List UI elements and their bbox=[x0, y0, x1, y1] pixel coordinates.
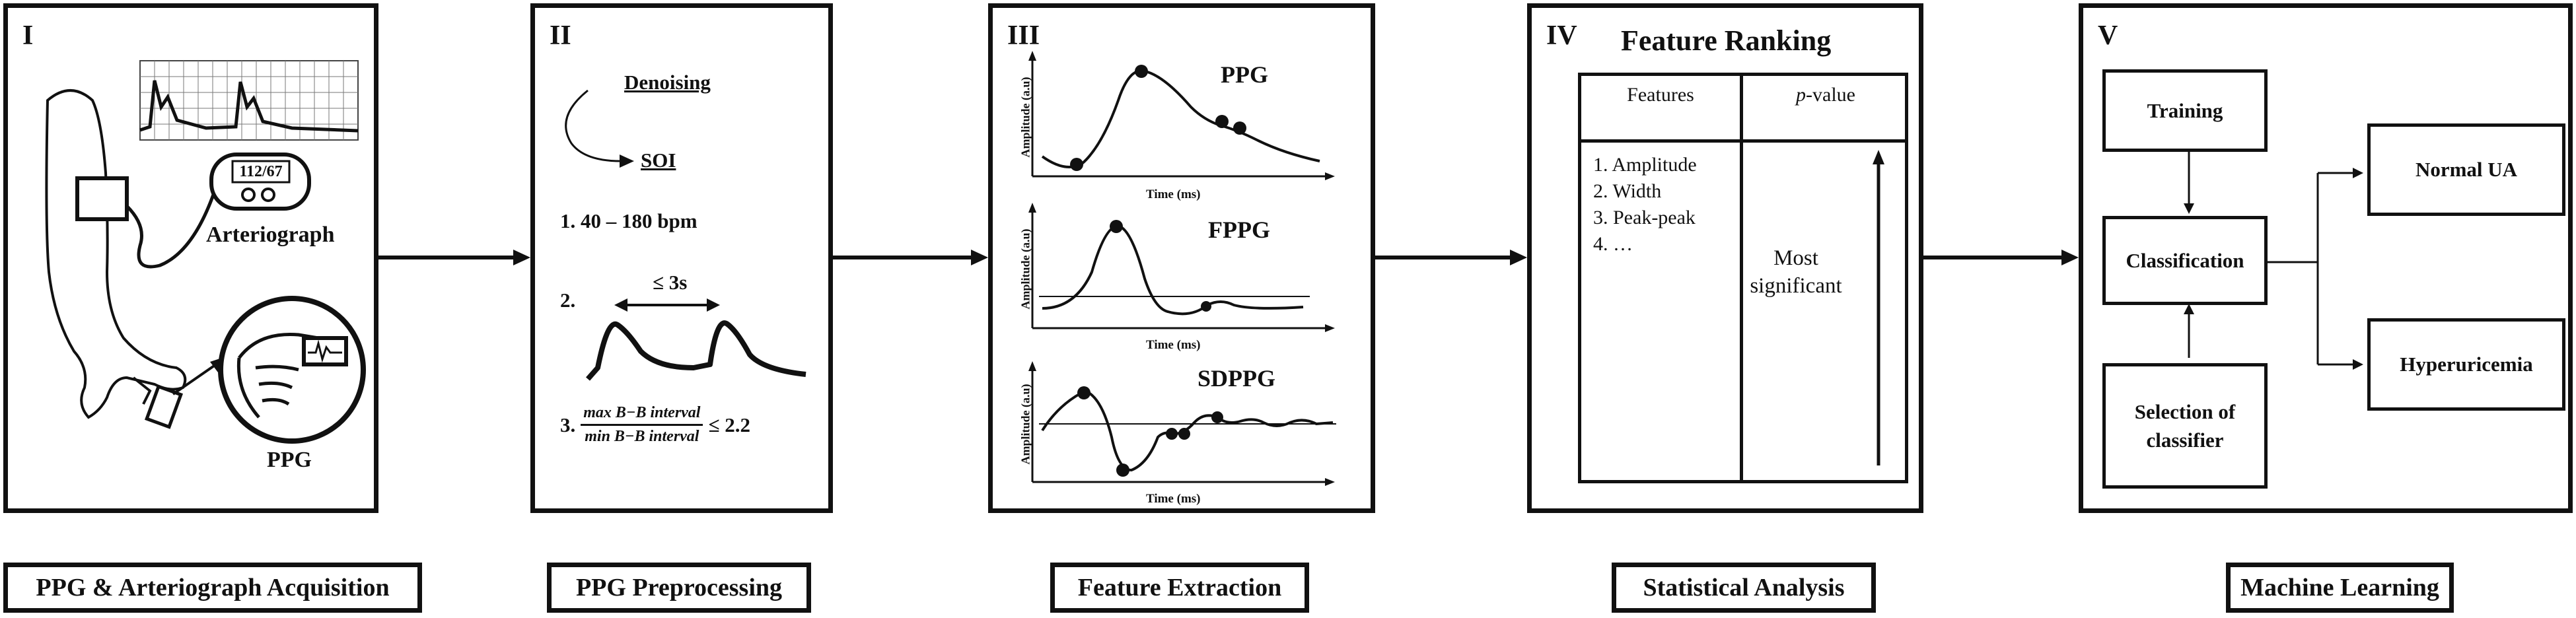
fppg-xlabel: Time (ms) bbox=[1146, 338, 1201, 352]
flow-arrow-3 bbox=[1375, 250, 1527, 265]
criterion-window-label: ≤ 3s bbox=[653, 271, 688, 294]
features-header: Features bbox=[1627, 84, 1694, 106]
training-box: Training bbox=[2102, 69, 2268, 152]
ppg-curve bbox=[1041, 69, 1320, 168]
ppg-sensor-label: PPG bbox=[267, 448, 312, 472]
fppg-point bbox=[1201, 301, 1211, 312]
panel-acquisition: I bbox=[3, 3, 378, 513]
fppg-ylabel: Amplitude (a.u) bbox=[1019, 228, 1032, 310]
ml-flow-connectors bbox=[2184, 150, 2363, 370]
sdppg-point bbox=[1211, 411, 1223, 423]
table-column-divider bbox=[1740, 76, 1743, 480]
pvalue-italic: p bbox=[1796, 84, 1807, 106]
fppg-plot-title: FPPG bbox=[1208, 217, 1270, 243]
panel-feature-extraction: III bbox=[988, 3, 1375, 513]
normal-ua-box: Normal UA bbox=[2367, 123, 2565, 216]
feature-ranking-title: Feature Ranking bbox=[1621, 24, 1832, 57]
pulse-waveform bbox=[139, 80, 359, 133]
sdppg-point bbox=[1077, 386, 1091, 399]
criterion-3: 3. max B−B interval min B−B interval ≤ 2… bbox=[560, 404, 750, 446]
panel-numeral: I bbox=[22, 20, 34, 51]
significance-arrow bbox=[1873, 150, 1884, 465]
segment-waveform bbox=[586, 320, 806, 381]
flow-arrow-4 bbox=[1923, 250, 2079, 265]
ppg-plot-title: PPG bbox=[1221, 61, 1268, 88]
label-machine-learning: Machine Learning bbox=[2226, 563, 2454, 613]
pvalue-rest: -value bbox=[1806, 84, 1855, 106]
label-preprocessing: PPG Preprocessing bbox=[547, 563, 811, 613]
flow-arrow-2 bbox=[833, 250, 988, 265]
list-item: 2. Width bbox=[1593, 180, 1662, 202]
flow-arrow-1 bbox=[378, 250, 530, 265]
list-item: 1. Amplitude bbox=[1593, 154, 1697, 176]
significance-label: Most significant bbox=[1743, 244, 1849, 300]
arteriograph-label: Arteriograph bbox=[206, 223, 335, 247]
pvalue-header: p-value bbox=[1743, 84, 1908, 106]
panel-preprocessing: II Denoising SOI 1. 40 – 180 bpm 2. ≤ 3s… bbox=[530, 3, 833, 513]
fraction-denominator: min B−B interval bbox=[585, 428, 699, 445]
feature-list: 1. Amplitude 2. Width 3. Peak-peak 4. … bbox=[1593, 152, 1697, 258]
panel-numeral: III bbox=[1007, 20, 1040, 51]
preprocessing-illustration bbox=[565, 89, 806, 381]
sdppg-point bbox=[1178, 428, 1190, 440]
list-item: 3. Peak-peak bbox=[1593, 207, 1696, 228]
panel-numeral: IV bbox=[1546, 20, 1577, 51]
sdppg-plot bbox=[1028, 361, 1336, 486]
feature-plots bbox=[1028, 51, 1336, 486]
ppg-xlabel: Time (ms) bbox=[1146, 188, 1201, 201]
panel-machine-learning: V Training Classification Selection of c… bbox=[2079, 3, 2573, 513]
sdppg-point bbox=[1116, 464, 1129, 477]
fppg-point bbox=[1110, 220, 1123, 233]
significance-line: significant bbox=[1750, 274, 1842, 298]
sdppg-ylabel: Amplitude (a.u) bbox=[1019, 384, 1032, 465]
criterion-3-bound: ≤ 2.2 bbox=[708, 413, 750, 436]
fraction-numerator: max B−B interval bbox=[581, 404, 703, 426]
waveform-grid bbox=[139, 60, 359, 141]
hyperuricemia-box: Hyperuricemia bbox=[2367, 318, 2565, 411]
fppg-curve bbox=[1042, 224, 1304, 316]
fppg-plot bbox=[1028, 203, 1335, 332]
table-header-divider bbox=[1581, 139, 1905, 143]
classification-box: Classification bbox=[2102, 216, 2268, 305]
selection-line: Selection of bbox=[2134, 399, 2236, 423]
sdppg-point bbox=[1166, 428, 1178, 440]
panel-numeral: V bbox=[2098, 20, 2118, 51]
significance-line: Most bbox=[1773, 246, 1818, 270]
blood-pressure-cuff bbox=[75, 176, 129, 221]
cuff-tube bbox=[125, 192, 216, 269]
device-readout: 112/67 bbox=[239, 163, 283, 180]
panel-numeral: II bbox=[550, 20, 571, 51]
sdppg-curve bbox=[1041, 389, 1334, 472]
sdppg-xlabel: Time (ms) bbox=[1146, 492, 1201, 506]
ppg-point bbox=[1070, 158, 1083, 171]
label-acquisition: PPG & Arteriograph Acquisition bbox=[3, 563, 422, 613]
ppg-ylabel: Amplitude (a.u) bbox=[1019, 77, 1032, 158]
list-item: 4. … bbox=[1593, 233, 1633, 255]
soi-label: SOI bbox=[641, 149, 676, 172]
criterion-3-number: 3. bbox=[560, 413, 576, 436]
denoising-arrow bbox=[565, 89, 622, 162]
criterion-2-number: 2. bbox=[560, 289, 576, 312]
bb-interval-fraction: max B−B interval min B−B interval bbox=[581, 404, 703, 446]
label-feature-extraction: Feature Extraction bbox=[1050, 563, 1309, 613]
ppg-point bbox=[1135, 65, 1148, 78]
selection-box: Selection of classifier bbox=[2102, 363, 2268, 489]
acquisition-illustration bbox=[45, 60, 366, 444]
denoising-label: Denoising bbox=[624, 71, 711, 94]
panel-statistical-analysis: IV Feature Ranking Features p-value 1. A… bbox=[1527, 3, 1923, 513]
finger-clip bbox=[144, 384, 184, 429]
criterion-heart-rate: 1. 40 – 180 bpm bbox=[560, 209, 698, 232]
label-statistical-analysis: Statistical Analysis bbox=[1612, 563, 1876, 613]
sdppg-plot-title: SDPPG bbox=[1198, 365, 1276, 392]
ppg-plot bbox=[1028, 51, 1335, 180]
ppg-point bbox=[1233, 121, 1246, 135]
ppg-point bbox=[1215, 115, 1229, 128]
selection-line: classifier bbox=[2146, 429, 2224, 452]
ranking-table: Features p-value 1. Amplitude 2. Width 3… bbox=[1578, 73, 1908, 483]
